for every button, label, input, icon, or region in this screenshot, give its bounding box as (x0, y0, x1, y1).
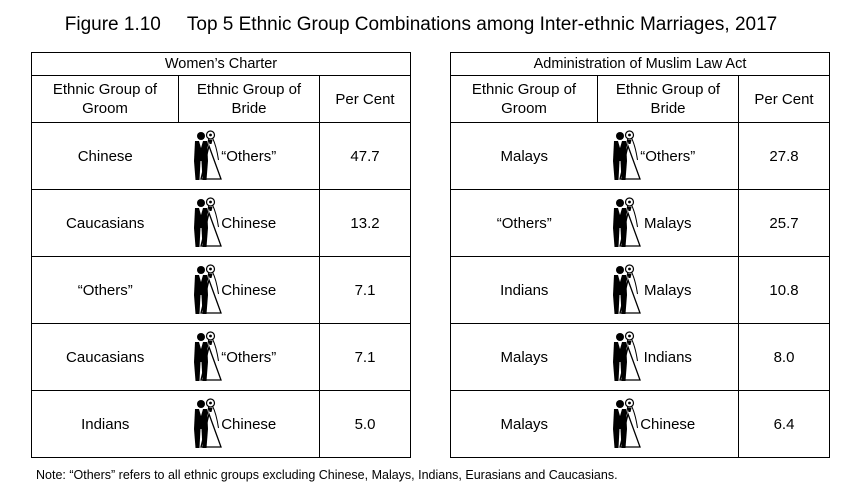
figure-title-text: Top 5 Ethnic Group Combinations among In… (186, 14, 778, 35)
groom-value: Malays (500, 147, 548, 165)
percent-cell: 6.4 (738, 390, 830, 458)
groom-value: Malays (500, 348, 548, 366)
percent-cell: 13.2 (319, 189, 411, 257)
percent-cell: 25.7 (738, 189, 830, 257)
groom-value: Indians (500, 281, 549, 299)
bride-column-header: Ethnic Group of Bride (178, 75, 320, 123)
percent-column-header: Per Cent (319, 75, 411, 123)
groom-cell: Caucasians (31, 189, 222, 257)
percent-cell: 8.0 (738, 323, 830, 391)
groom-value: Caucasians (66, 348, 145, 366)
table-row: Malays Indians 8.0 (450, 323, 830, 391)
table-row: “Others” Chinese 7.1 (31, 256, 411, 324)
table-row: Caucasians Chinese 13.2 (31, 189, 411, 257)
bride-groom-icon (187, 130, 227, 186)
groom-cell: Indians (450, 256, 641, 324)
groom-value: “Others” (77, 281, 133, 299)
percent-cell: 7.1 (319, 256, 411, 324)
groom-column-header: Ethnic Group of Groom (31, 75, 179, 123)
groom-value: “Others” (496, 214, 552, 232)
bride-groom-icon (187, 264, 227, 320)
groom-column-header: Ethnic Group of Groom (450, 75, 598, 123)
percent-cell: 7.1 (319, 323, 411, 391)
muslim-law-act-table: Administration of Muslim Law Act Ethnic … (450, 52, 830, 458)
percent-column-header: Per Cent (738, 75, 830, 123)
bride-groom-icon (187, 331, 227, 387)
groom-value: Chinese (77, 147, 133, 165)
percent-cell: 47.7 (319, 122, 411, 190)
footnote: Note: “Others” refers to all ethnic grou… (36, 468, 618, 482)
percent-cell: 5.0 (319, 390, 411, 458)
groom-value: Indians (81, 415, 130, 433)
table-row: Malays “Others” 27.8 (450, 122, 830, 190)
bride-groom-icon (606, 264, 646, 320)
groom-cell: Malays (450, 390, 641, 458)
table-row: Malays Chinese 6.4 (450, 390, 830, 458)
bride-groom-icon (606, 398, 646, 454)
table-row: “Others” Malays 25.7 (450, 189, 830, 257)
figure-number: Figure 1.10 (64, 14, 161, 35)
bride-groom-icon (187, 197, 227, 253)
groom-cell: “Others” (31, 256, 222, 324)
figure-title: Figure 1.10 Top 5 Ethnic Group Combinatio… (0, 14, 842, 36)
table-row: Indians Chinese 5.0 (31, 390, 411, 458)
table-row: Chinese “Others” 47.7 (31, 122, 411, 190)
table-title: Women’s Charter (31, 52, 411, 76)
groom-cell: “Others” (450, 189, 641, 257)
groom-value: Caucasians (66, 214, 145, 232)
bride-groom-icon (606, 197, 646, 253)
bride-groom-icon (606, 130, 646, 186)
groom-cell: Malays (450, 122, 641, 190)
groom-cell: Chinese (31, 122, 222, 190)
bride-groom-icon (187, 398, 227, 454)
groom-value: Malays (500, 415, 548, 433)
table-title: Administration of Muslim Law Act (450, 52, 830, 76)
bride-column-header: Ethnic Group of Bride (597, 75, 739, 123)
percent-cell: 10.8 (738, 256, 830, 324)
percent-cell: 27.8 (738, 122, 830, 190)
groom-cell: Malays (450, 323, 641, 391)
groom-cell: Indians (31, 390, 222, 458)
groom-cell: Caucasians (31, 323, 222, 391)
bride-groom-icon (606, 331, 646, 387)
table-row: Caucasians “Others” 7.1 (31, 323, 411, 391)
table-row: Indians Malays 10.8 (450, 256, 830, 324)
womens-charter-table: Women’s Charter Ethnic Group of Groom Et… (31, 52, 411, 458)
